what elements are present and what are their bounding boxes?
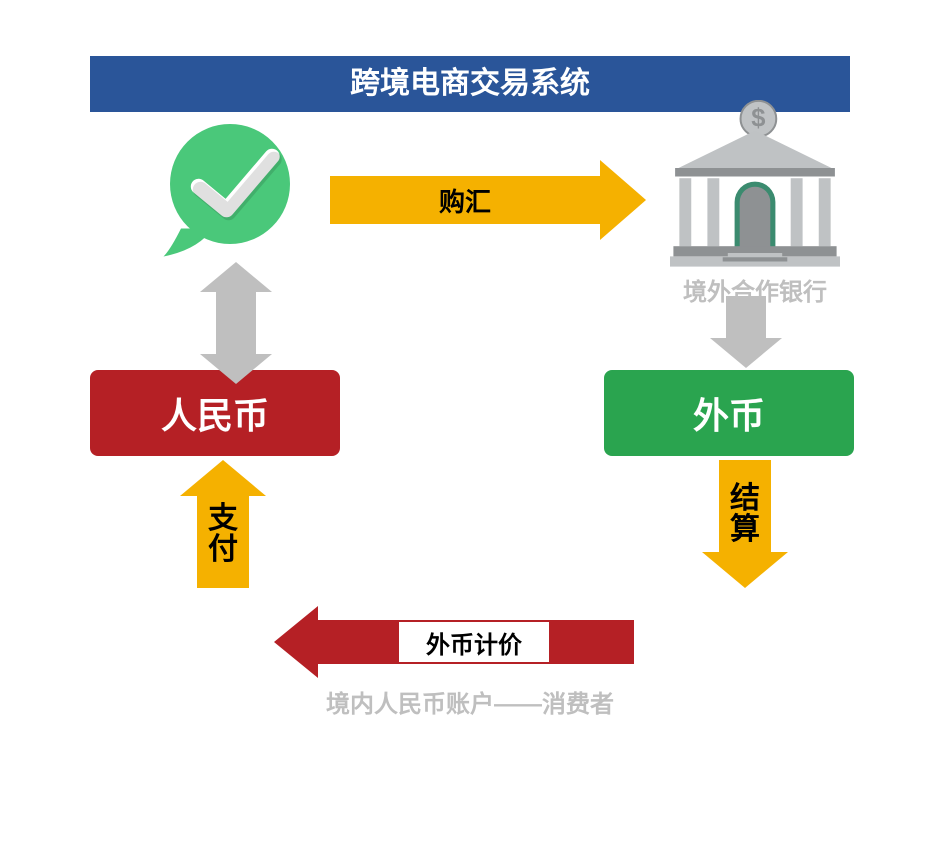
bank-icon: $ [670, 100, 840, 270]
title-text: 跨境电商交易系统 [350, 67, 590, 100]
svg-text:$: $ [751, 104, 765, 132]
bank-fc-arrow [710, 296, 782, 368]
foreign-currency-box: 外币 [604, 370, 854, 456]
rmb-text: 人民币 [161, 387, 269, 439]
fc-pricing-arrow: 外币计价 [274, 606, 634, 678]
wechat-icon [160, 120, 300, 260]
diagram-canvas: 跨境电商交易系统 $ 境外合作银行 人民币 外币 [0, 0, 940, 844]
pay-arrow: 支付 [180, 460, 266, 588]
wechat-rmb-arrow [200, 262, 272, 384]
settle-arrow: 结算 [702, 460, 788, 588]
consumer-label: 境内人民币账户——消费者 [270, 684, 670, 719]
fc-text: 外币 [693, 387, 765, 439]
buy-fx-arrow: 购汇 [330, 160, 646, 240]
